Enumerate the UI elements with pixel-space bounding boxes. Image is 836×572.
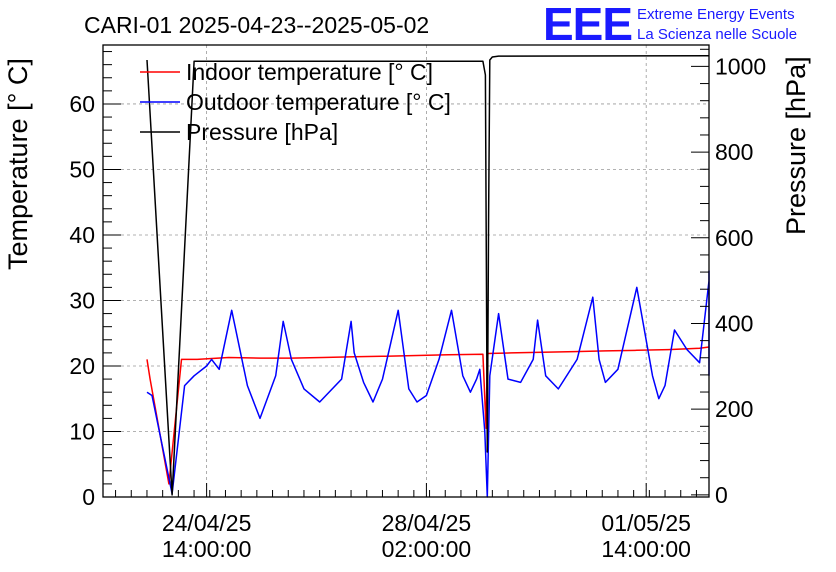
- logo-eee-text: EEE: [543, 0, 632, 50]
- right-tick-label-400: 400: [715, 310, 753, 336]
- x-tick-time-1: 02:00:00: [382, 536, 472, 562]
- series-line-2: [146, 54, 710, 496]
- eee-logo: EEE Extreme Energy Events La Scienza nel…: [543, 0, 797, 50]
- right-tick-label-200: 200: [715, 396, 753, 422]
- right-tick-label-800: 800: [715, 139, 753, 165]
- series-line-1: [146, 270, 710, 498]
- left-tick-label-20: 20: [69, 353, 95, 379]
- left-tick-label-30: 30: [69, 287, 95, 313]
- legend-label-indoor: Indoor temperature [° C]: [186, 59, 433, 85]
- legend-label-pressure: Pressure [hPa]: [186, 119, 338, 145]
- logo-line-1: Extreme Energy Events: [637, 6, 795, 23]
- left-tick-label-10: 10: [69, 418, 95, 444]
- legend: Indoor temperature [° C] Outdoor tempera…: [140, 59, 451, 145]
- x-tick-time-0: 14:00:00: [162, 536, 252, 562]
- left-axis-title: Temperature [° C]: [3, 58, 33, 270]
- left-tick-label-60: 60: [69, 91, 95, 117]
- legend-label-outdoor: Outdoor temperature [° C]: [186, 89, 451, 115]
- x-tick-date-2: 01/05/25: [601, 510, 691, 536]
- tick-labels: 01020304050600200400600800100024/04/2514…: [69, 53, 766, 562]
- x-tick-time-2: 14:00:00: [601, 536, 691, 562]
- chart-title: CARI-01 2025-04-23--2025-05-02: [84, 12, 429, 38]
- logo-line-2: La Scienza nelle Scuole: [637, 26, 797, 43]
- left-tick-label-0: 0: [82, 484, 95, 510]
- plot-frame: [102, 44, 710, 498]
- right-tick-label-0: 0: [715, 482, 728, 508]
- right-axis-title: Pressure [hPa]: [781, 56, 811, 235]
- grid-lines: [103, 45, 709, 497]
- x-tick-date-0: 24/04/25: [162, 510, 252, 536]
- left-tick-label-40: 40: [69, 222, 95, 248]
- axis-ticks: [103, 48, 709, 498]
- series-lines: [146, 54, 710, 498]
- right-tick-label-600: 600: [715, 225, 753, 251]
- left-tick-label-50: 50: [69, 156, 95, 182]
- series-line-0: [146, 346, 710, 485]
- right-tick-label-1000: 1000: [715, 53, 766, 79]
- x-tick-date-1: 28/04/25: [382, 510, 472, 536]
